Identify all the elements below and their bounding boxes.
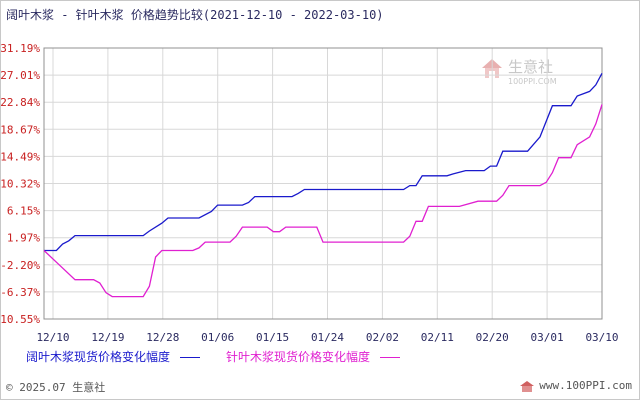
legend-item-series-1: 阔叶木浆现货价格变化幅度 xyxy=(26,348,201,365)
y-tick-label: 27.01% xyxy=(0,69,40,82)
y-tick-label: 10.32% xyxy=(0,178,40,191)
footer-url: www.100PPI.com xyxy=(539,379,632,392)
y-tick-label: -10.55% xyxy=(0,313,40,326)
house-small-icon xyxy=(520,381,535,392)
legend-swatch-series-1 xyxy=(180,357,201,358)
legend-label-series-2: 针叶木浆现货价格变化幅度 xyxy=(226,350,371,364)
y-tick-label: 22.84% xyxy=(0,96,40,109)
x-tick-label: 12/28 xyxy=(146,331,179,344)
series-line-1 xyxy=(44,72,603,252)
x-tick-label: 03/01 xyxy=(531,331,564,344)
y-tick-label: -2.20% xyxy=(0,259,40,272)
x-tick-label: 03/10 xyxy=(585,331,618,344)
y-tick-label: 6.15% xyxy=(7,205,40,218)
watermark-url: 100PPI.COM xyxy=(508,77,557,86)
x-tick-label: 01/24 xyxy=(311,331,344,344)
y-tick-label: 18.67% xyxy=(0,123,40,136)
x-tick-label: 01/15 xyxy=(256,331,289,344)
footer-copyright: © 2025.07 生意社 xyxy=(6,381,106,394)
footer-url-area: www.100PPI.com xyxy=(519,379,632,392)
plot-area-border xyxy=(43,47,603,320)
x-tick-label: 12/10 xyxy=(36,331,69,344)
x-tick-label: 01/06 xyxy=(201,331,234,344)
series-line-2 xyxy=(43,104,603,298)
x-tick-label: 02/02 xyxy=(366,331,399,344)
y-tick-label: 31.19% xyxy=(0,42,40,55)
x-tick-label: 02/20 xyxy=(476,331,509,344)
x-tick-label: 12/19 xyxy=(91,331,124,344)
y-tick-label: -6.37% xyxy=(0,286,40,299)
chart-title: 阔叶木浆 - 针叶木浆 价格趋势比较(2021-12-10 - 2022-03-… xyxy=(6,8,384,22)
y-tick-label: 14.49% xyxy=(0,150,40,163)
watermark-brand: 生意社 xyxy=(508,58,553,76)
y-tick-label: 1.97% xyxy=(7,232,40,245)
x-tick-label: 02/11 xyxy=(421,331,454,344)
legend-swatch-series-2 xyxy=(380,357,401,358)
legend-item-series-2: 针叶木浆现货价格变化幅度 xyxy=(226,348,401,365)
legend-label-series-1: 阔叶木浆现货价格变化幅度 xyxy=(26,350,171,364)
